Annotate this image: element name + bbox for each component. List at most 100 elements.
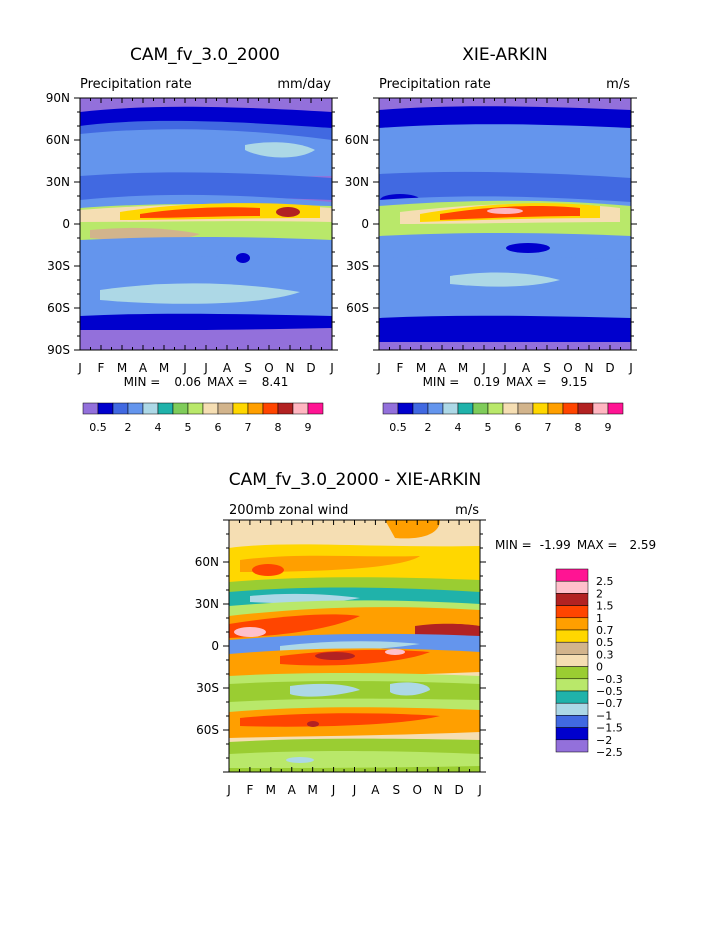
panel-cam-stats: MIN = 0.06 MAX = 8.41 — [124, 375, 289, 389]
cam-colorbar-box — [292, 402, 309, 415]
cam-colorbar-box — [247, 402, 264, 415]
diff-lat-label: 60S — [196, 723, 219, 737]
cam-month-label: J — [329, 361, 334, 375]
cam-colorbar-box — [82, 402, 99, 415]
diff-colorbar-box — [555, 739, 589, 753]
cam-month-label: A — [139, 361, 148, 375]
cam-month-label: J — [182, 361, 187, 375]
panel-diff: CAM_fv_3.0_2000 - XIE-ARKIN 200mb zonal … — [195, 470, 656, 797]
xa-month-label: M — [416, 361, 426, 375]
diff-band-orange-n — [240, 555, 420, 572]
xa-colorbar-box — [427, 402, 444, 415]
diff-month-label: N — [434, 783, 443, 797]
cam-colorbar-box — [112, 402, 129, 415]
diff-patch-lightblue-s1 — [290, 683, 360, 697]
diff-month-label: J — [477, 783, 482, 797]
xa-max-label: MAX = — [506, 375, 547, 389]
panel-cam-precip: CAM_fv_3.0_2000 Precipitation rate mm/da… — [46, 45, 338, 434]
diff-patch-orange-top — [385, 520, 440, 539]
panel-diff-units: m/s — [455, 503, 479, 518]
cam-colorbar-label: 0.5 — [89, 421, 107, 434]
cam-lat-label: 60S — [47, 301, 70, 315]
xa-colorbar-box — [502, 402, 519, 415]
xa-colorbar-box — [382, 402, 399, 415]
xa-colorbar-box — [472, 402, 489, 415]
diff-patch-lightblue-s2 — [390, 682, 430, 696]
xa-month-label: F — [397, 361, 404, 375]
xa-month-label: J — [628, 361, 633, 375]
panel-cam-variable: Precipitation rate — [80, 77, 192, 92]
diff-colorbar-label: −1.5 — [596, 722, 623, 735]
diff-colorbar-box — [555, 702, 589, 716]
diff-colorbar-box — [555, 641, 589, 655]
panel-cam-title: CAM_fv_3.0_2000 — [130, 45, 280, 65]
xa-month-label: J — [376, 361, 381, 375]
diff-colorbar-box — [555, 617, 589, 631]
panel-cam-colorbar: 0.5 2 4 5 6 7 8 9 — [82, 402, 324, 434]
diff-colorbar-label: −1 — [596, 709, 612, 722]
cam-colorbar-box — [157, 402, 174, 415]
diff-band-red-s — [240, 713, 440, 727]
xa-colorbar-box — [412, 402, 429, 415]
cam-colorbar-label: 4 — [155, 421, 162, 434]
cam-month-label: J — [77, 361, 82, 375]
diff-colorbar-label: 0.3 — [596, 648, 614, 661]
diff-lat-label: 0 — [211, 639, 219, 653]
cam-colorbar-label: 2 — [125, 421, 132, 434]
xa-colorbar-label: 8 — [575, 421, 582, 434]
diff-min-label: MIN = — [495, 538, 532, 552]
diff-band-lightgreen-polar — [229, 751, 480, 768]
diff-colorbar-label: −2 — [596, 734, 612, 747]
panel-diff-field — [229, 520, 480, 772]
diff-colorbar-box — [555, 629, 589, 643]
xa-band-midlat-n — [379, 124, 631, 182]
xa-max-value: 9.15 — [561, 375, 588, 389]
diff-colorbar-box — [555, 715, 589, 728]
cam-colorbar-box — [127, 402, 144, 415]
diff-month-label: J — [352, 783, 357, 797]
cam-colorbar-box — [277, 402, 294, 415]
cam-colorbar-box — [187, 402, 204, 415]
cam-colorbar-label: 7 — [245, 421, 252, 434]
diff-colorbar-label: −0.7 — [596, 697, 623, 710]
cam-month-label: O — [264, 361, 273, 375]
diff-colorbar-label: 2.5 — [596, 575, 614, 588]
xa-colorbar-box — [397, 402, 414, 415]
diff-colorbar-label: −0.5 — [596, 685, 623, 698]
xa-colorbar-box — [442, 402, 459, 415]
panel-xa-units: m/s — [606, 77, 630, 92]
diff-colorbar-box — [555, 593, 589, 606]
cam-month-label: N — [286, 361, 295, 375]
xa-month-label: J — [502, 361, 507, 375]
cam-spot-dark — [236, 253, 250, 263]
diff-month-label: A — [288, 783, 297, 797]
cam-min-value: 0.06 — [174, 375, 201, 389]
xa-colorbar-box — [577, 402, 594, 415]
diff-month-label: M — [266, 783, 276, 797]
diff-colorbar-label: 0 — [596, 661, 603, 674]
diff-patch-lightblue-polar — [286, 757, 314, 763]
diff-colorbar-box — [555, 678, 589, 692]
cam-month-label: D — [306, 361, 315, 375]
cam-lat-label: 30N — [46, 175, 70, 189]
diff-lat-label: 30S — [196, 681, 219, 695]
diff-month-label: J — [331, 783, 336, 797]
cam-colorbar-box — [97, 402, 114, 415]
cam-max-value: 8.41 — [262, 375, 289, 389]
xa-min-value: 0.19 — [473, 375, 500, 389]
xa-month-label: A — [438, 361, 447, 375]
cam-lat-label: 0 — [62, 217, 70, 231]
cam-lat-label: 90S — [47, 343, 70, 357]
panel-xa-colorbar: 0.5 2 4 5 6 7 8 9 — [382, 402, 624, 434]
diff-spot-pink-s — [385, 649, 405, 655]
xa-colorbar-box — [517, 402, 534, 415]
xa-colorbar-label: 4 — [455, 421, 462, 434]
diff-colorbar-box — [555, 568, 589, 582]
xa-max-spot — [487, 208, 523, 214]
diff-month-label: D — [454, 783, 463, 797]
cam-colorbar-box — [202, 402, 219, 415]
